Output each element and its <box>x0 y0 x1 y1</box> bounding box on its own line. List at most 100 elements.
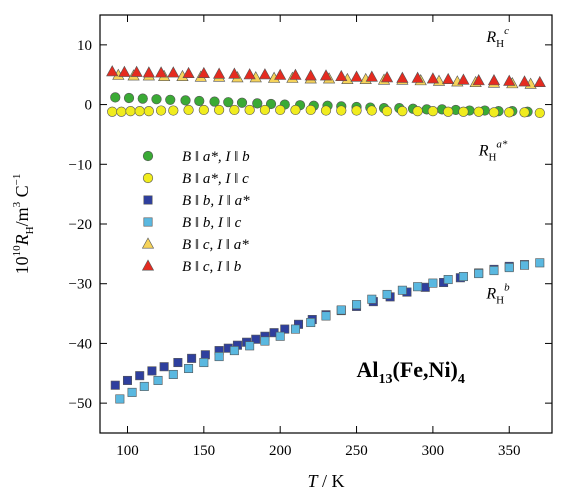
data-point <box>180 95 191 106</box>
data-point <box>443 275 453 285</box>
data-point <box>413 282 423 292</box>
legend-entry-label: B ǁ a*, I ǁ b <box>182 149 250 165</box>
series-6 <box>106 65 546 87</box>
data-point <box>200 350 210 360</box>
data-point <box>147 366 157 376</box>
data-point <box>366 105 377 116</box>
data-point <box>251 334 261 344</box>
data-point <box>520 260 530 270</box>
data-point <box>139 381 149 391</box>
data-point <box>258 68 272 80</box>
data-point <box>426 72 439 84</box>
data-point <box>229 346 239 356</box>
data-point <box>304 69 317 81</box>
data-point <box>135 371 145 381</box>
legend-marker <box>143 195 153 205</box>
x-tick-label: 250 <box>345 443 368 459</box>
data-point <box>487 74 501 86</box>
data-point <box>214 104 225 116</box>
data-series <box>106 65 546 404</box>
data-point <box>274 68 287 80</box>
x-tick-label: 300 <box>422 443 445 459</box>
data-point <box>127 387 137 397</box>
data-point <box>168 105 179 116</box>
series-2 <box>107 104 545 119</box>
data-point <box>428 278 438 288</box>
data-point <box>365 70 378 82</box>
data-point <box>223 97 234 108</box>
data-point <box>306 318 316 328</box>
data-point <box>474 269 484 279</box>
data-point <box>350 70 363 82</box>
data-point <box>151 94 162 105</box>
data-point <box>123 92 135 104</box>
data-point <box>472 74 485 86</box>
data-point <box>381 106 393 117</box>
data-point <box>380 71 394 83</box>
x-tick-label: 100 <box>116 443 139 459</box>
data-point <box>209 96 220 107</box>
x-axis-title: T / K <box>307 471 344 491</box>
data-point <box>115 394 125 404</box>
data-point <box>197 66 210 79</box>
data-point <box>183 104 194 116</box>
data-point <box>110 380 120 390</box>
data-point <box>412 106 423 117</box>
data-point <box>336 105 347 116</box>
compound-label: Al13(Fe,Ni)4 <box>357 357 465 387</box>
data-point <box>535 258 545 268</box>
data-point <box>533 75 546 87</box>
data-point <box>134 106 145 117</box>
data-point <box>110 92 121 103</box>
data-point <box>427 106 438 117</box>
data-point <box>458 272 468 282</box>
legend-entry-label: B ǁ b, I ǁ c <box>182 215 242 231</box>
data-point <box>142 66 155 78</box>
data-point <box>194 95 205 107</box>
data-point <box>159 362 169 372</box>
data-point <box>168 369 178 379</box>
data-point <box>351 105 362 116</box>
data-point <box>155 105 167 116</box>
data-point <box>397 106 408 117</box>
legend-entry-label: B ǁ b, I ǁ a* <box>182 193 250 209</box>
legend-entry-label: B ǁ c, I ǁ b <box>182 259 242 275</box>
data-point <box>280 324 290 334</box>
data-point <box>198 104 209 116</box>
data-point <box>259 104 271 116</box>
data-point <box>503 74 516 86</box>
annotation-rhc: RHc <box>485 25 509 50</box>
data-point <box>118 65 131 77</box>
data-point <box>154 66 168 78</box>
y-axis-title: 1010RH/m3 C−1 <box>11 174 36 275</box>
data-point <box>335 69 348 82</box>
data-point <box>236 97 248 108</box>
data-point <box>397 285 407 295</box>
data-point <box>244 104 255 116</box>
data-point <box>336 305 346 315</box>
data-point <box>173 358 183 368</box>
data-point <box>382 289 392 299</box>
legend: B ǁ a*, I ǁ b B ǁ a*, I ǁ c B ǁ b, I ǁ a* B… <box>141 149 250 275</box>
x-tick-label: 200 <box>269 443 292 459</box>
data-point <box>228 67 241 79</box>
y-tick-label: −20 <box>69 217 92 233</box>
data-point <box>352 300 362 310</box>
data-point <box>275 104 286 116</box>
data-point <box>319 69 333 81</box>
data-point <box>458 106 469 117</box>
legend-marker <box>142 150 154 162</box>
data-point <box>137 93 148 104</box>
data-point <box>504 263 514 273</box>
data-point <box>182 66 195 79</box>
data-point <box>534 107 545 119</box>
data-point <box>245 341 255 351</box>
data-point <box>305 104 316 116</box>
data-point <box>165 94 176 105</box>
data-point <box>457 73 470 85</box>
data-point <box>122 375 132 385</box>
legend-entry-label: B ǁ a*, I ǁ c <box>182 171 249 187</box>
data-point <box>107 106 118 117</box>
